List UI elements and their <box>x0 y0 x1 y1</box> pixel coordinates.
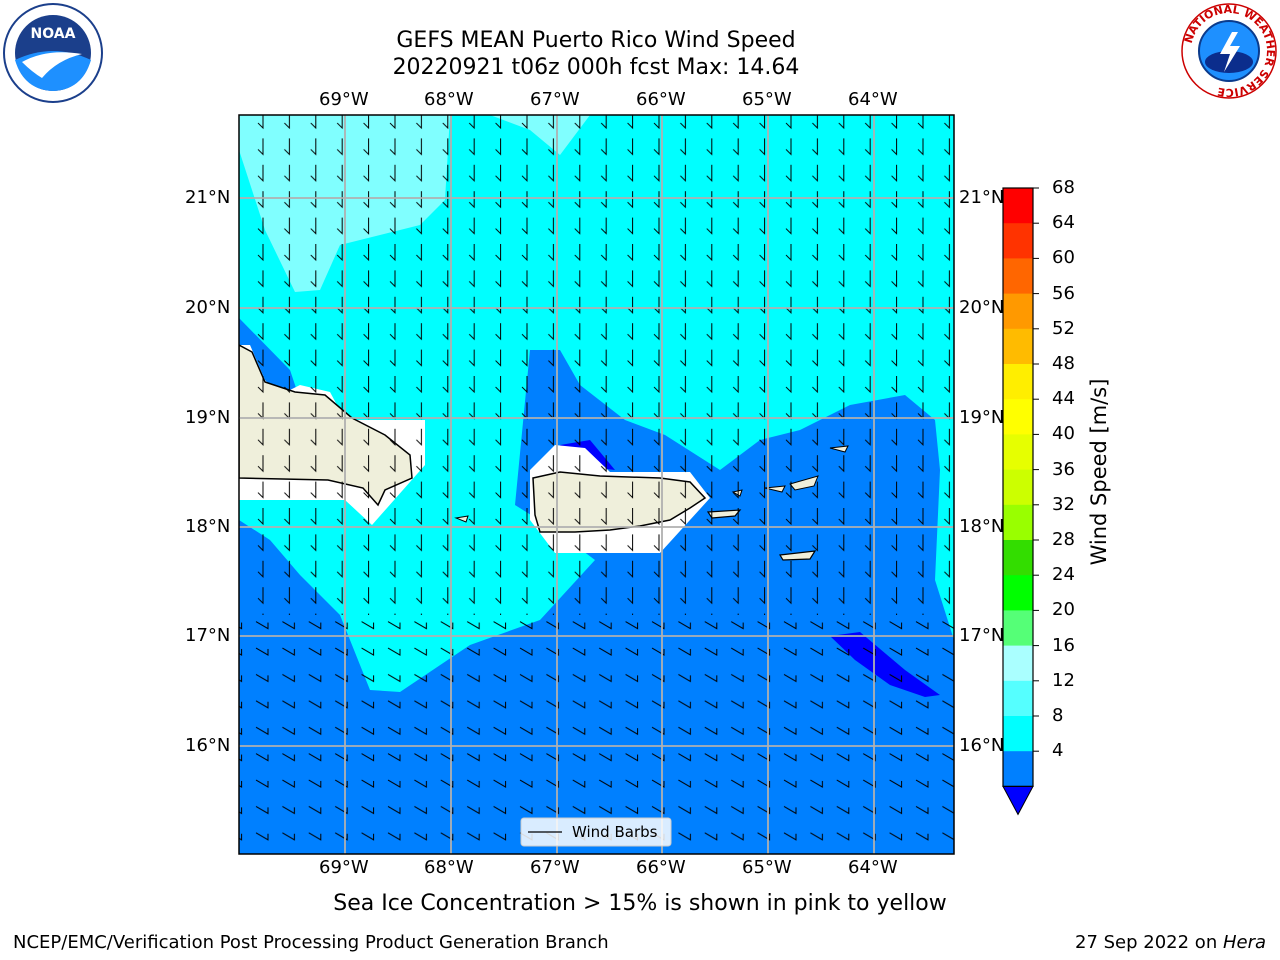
colorbar-segment <box>1003 469 1033 506</box>
footer-date: 27 Sep 2022 on Hera <box>1075 932 1266 953</box>
colorbar-tick-label: 44 <box>1052 388 1075 410</box>
colorbar-tick-label: 52 <box>1052 317 1075 339</box>
graticule <box>239 115 954 854</box>
colorbar-tick-label: 4 <box>1052 740 1064 762</box>
lat-label-left: 16°N <box>185 735 231 756</box>
lon-label-top: 65°W <box>742 89 792 110</box>
lon-label-top: 66°W <box>636 89 686 110</box>
colorbar-segment <box>1003 575 1033 611</box>
colorbar <box>1002 187 1039 816</box>
colorbar-cover <box>1003 188 1033 752</box>
lat-label-right: 17°N <box>959 625 1005 646</box>
lat-label-left: 21°N <box>185 187 231 208</box>
lat-label-right: 18°N <box>959 516 1005 537</box>
footer-host: Hera <box>1222 932 1266 953</box>
colorbar-tick-label: 8 <box>1052 705 1064 726</box>
map-frame <box>238 114 955 855</box>
lon-label-bottom: 66°W <box>636 857 686 878</box>
wind-barbs-north <box>239 115 954 615</box>
lat-label-left: 17°N <box>185 625 231 646</box>
colorbar-segment <box>1003 716 1033 752</box>
lon-label-bottom: 64°W <box>848 857 898 878</box>
colorbar-segment <box>1003 434 1033 471</box>
colorbar-extend-arrow <box>1002 785 1034 816</box>
lon-label-top: 68°W <box>424 89 474 110</box>
colorbar-segment <box>1003 328 1033 365</box>
colorbar-label: Wind Speed [m/s] <box>1087 379 1111 566</box>
map-subtitle: 20220921 t06z 000h fcst Max: 14.64 <box>392 55 800 80</box>
footer-date-text: 27 Sep 2022 on <box>1075 932 1223 953</box>
lat-label-left: 18°N <box>185 516 231 537</box>
lat-label-right: 20°N <box>959 297 1005 318</box>
colorbar-segment <box>1003 364 1033 400</box>
colorbar-tick-label: 20 <box>1052 599 1075 621</box>
colorbar-tick-label: 48 <box>1052 353 1075 374</box>
lat-label-right: 21°N <box>959 187 1005 208</box>
nws-logo: NATIONAL WEATHER SERVICE <box>1181 3 1277 99</box>
colorbar-tick-label: 64 <box>1052 212 1075 234</box>
colorbar-tick-label: 40 <box>1052 423 1075 445</box>
lat-label-left: 20°N <box>185 297 231 318</box>
colorbar-tick-label: 60 <box>1052 247 1075 269</box>
lon-label-top: 67°W <box>530 89 580 110</box>
colorbar-segment <box>1003 540 1033 576</box>
footer-credit: NCEP/EMC/Verification Post Processing Pr… <box>13 932 609 953</box>
map-title: GEFS MEAN Puerto Rico Wind Speed <box>396 28 796 53</box>
colorbar-segment <box>1003 293 1033 330</box>
colorbar-segment <box>1003 680 1033 717</box>
lat-label-left: 19°N <box>185 407 231 428</box>
colorbar-segment <box>1003 258 1033 295</box>
colorbar-tick-label: 32 <box>1052 493 1075 515</box>
colorbar-segment <box>1003 223 1033 259</box>
lon-label-bottom: 67°W <box>530 857 580 878</box>
lon-label-bottom: 69°W <box>319 857 369 878</box>
colorbar-segment <box>1003 399 1033 435</box>
colorbar-segment <box>1003 504 1033 541</box>
colorbar-tick-label: 16 <box>1052 634 1075 656</box>
lon-label-top: 64°W <box>848 89 898 110</box>
lon-label-bottom: 68°W <box>424 857 474 878</box>
lon-label-bottom: 65°W <box>742 857 792 878</box>
colorbar-tick-label: 36 <box>1052 458 1075 480</box>
colorbar-tick-label: 24 <box>1052 564 1075 586</box>
barb-legend-label: Wind Barbs <box>572 823 658 841</box>
colorbar-tick-label: 56 <box>1052 282 1075 304</box>
colorbar-segment <box>1003 751 1033 787</box>
lat-label-right: 19°N <box>959 407 1005 428</box>
colorbar-segment <box>1003 188 1033 224</box>
wind-barbs-south <box>239 615 954 854</box>
lat-label-right: 16°N <box>959 735 1005 756</box>
colorbar-tick-label: 68 <box>1052 177 1075 198</box>
colorbar-segment <box>1003 645 1033 682</box>
noaa-logo-text: NOAA <box>31 26 76 42</box>
barb-legend: Wind Barbs <box>520 817 672 847</box>
colorbar-tick-label: 28 <box>1052 529 1075 550</box>
sea-ice-note: Sea Ice Concentration > 15% is shown in … <box>333 891 947 916</box>
lon-label-top: 69°W <box>319 89 369 110</box>
noaa-logo: NOAA <box>3 3 103 103</box>
colorbar-segment <box>1003 610 1033 647</box>
colorbar-tick-label: 12 <box>1052 669 1075 691</box>
